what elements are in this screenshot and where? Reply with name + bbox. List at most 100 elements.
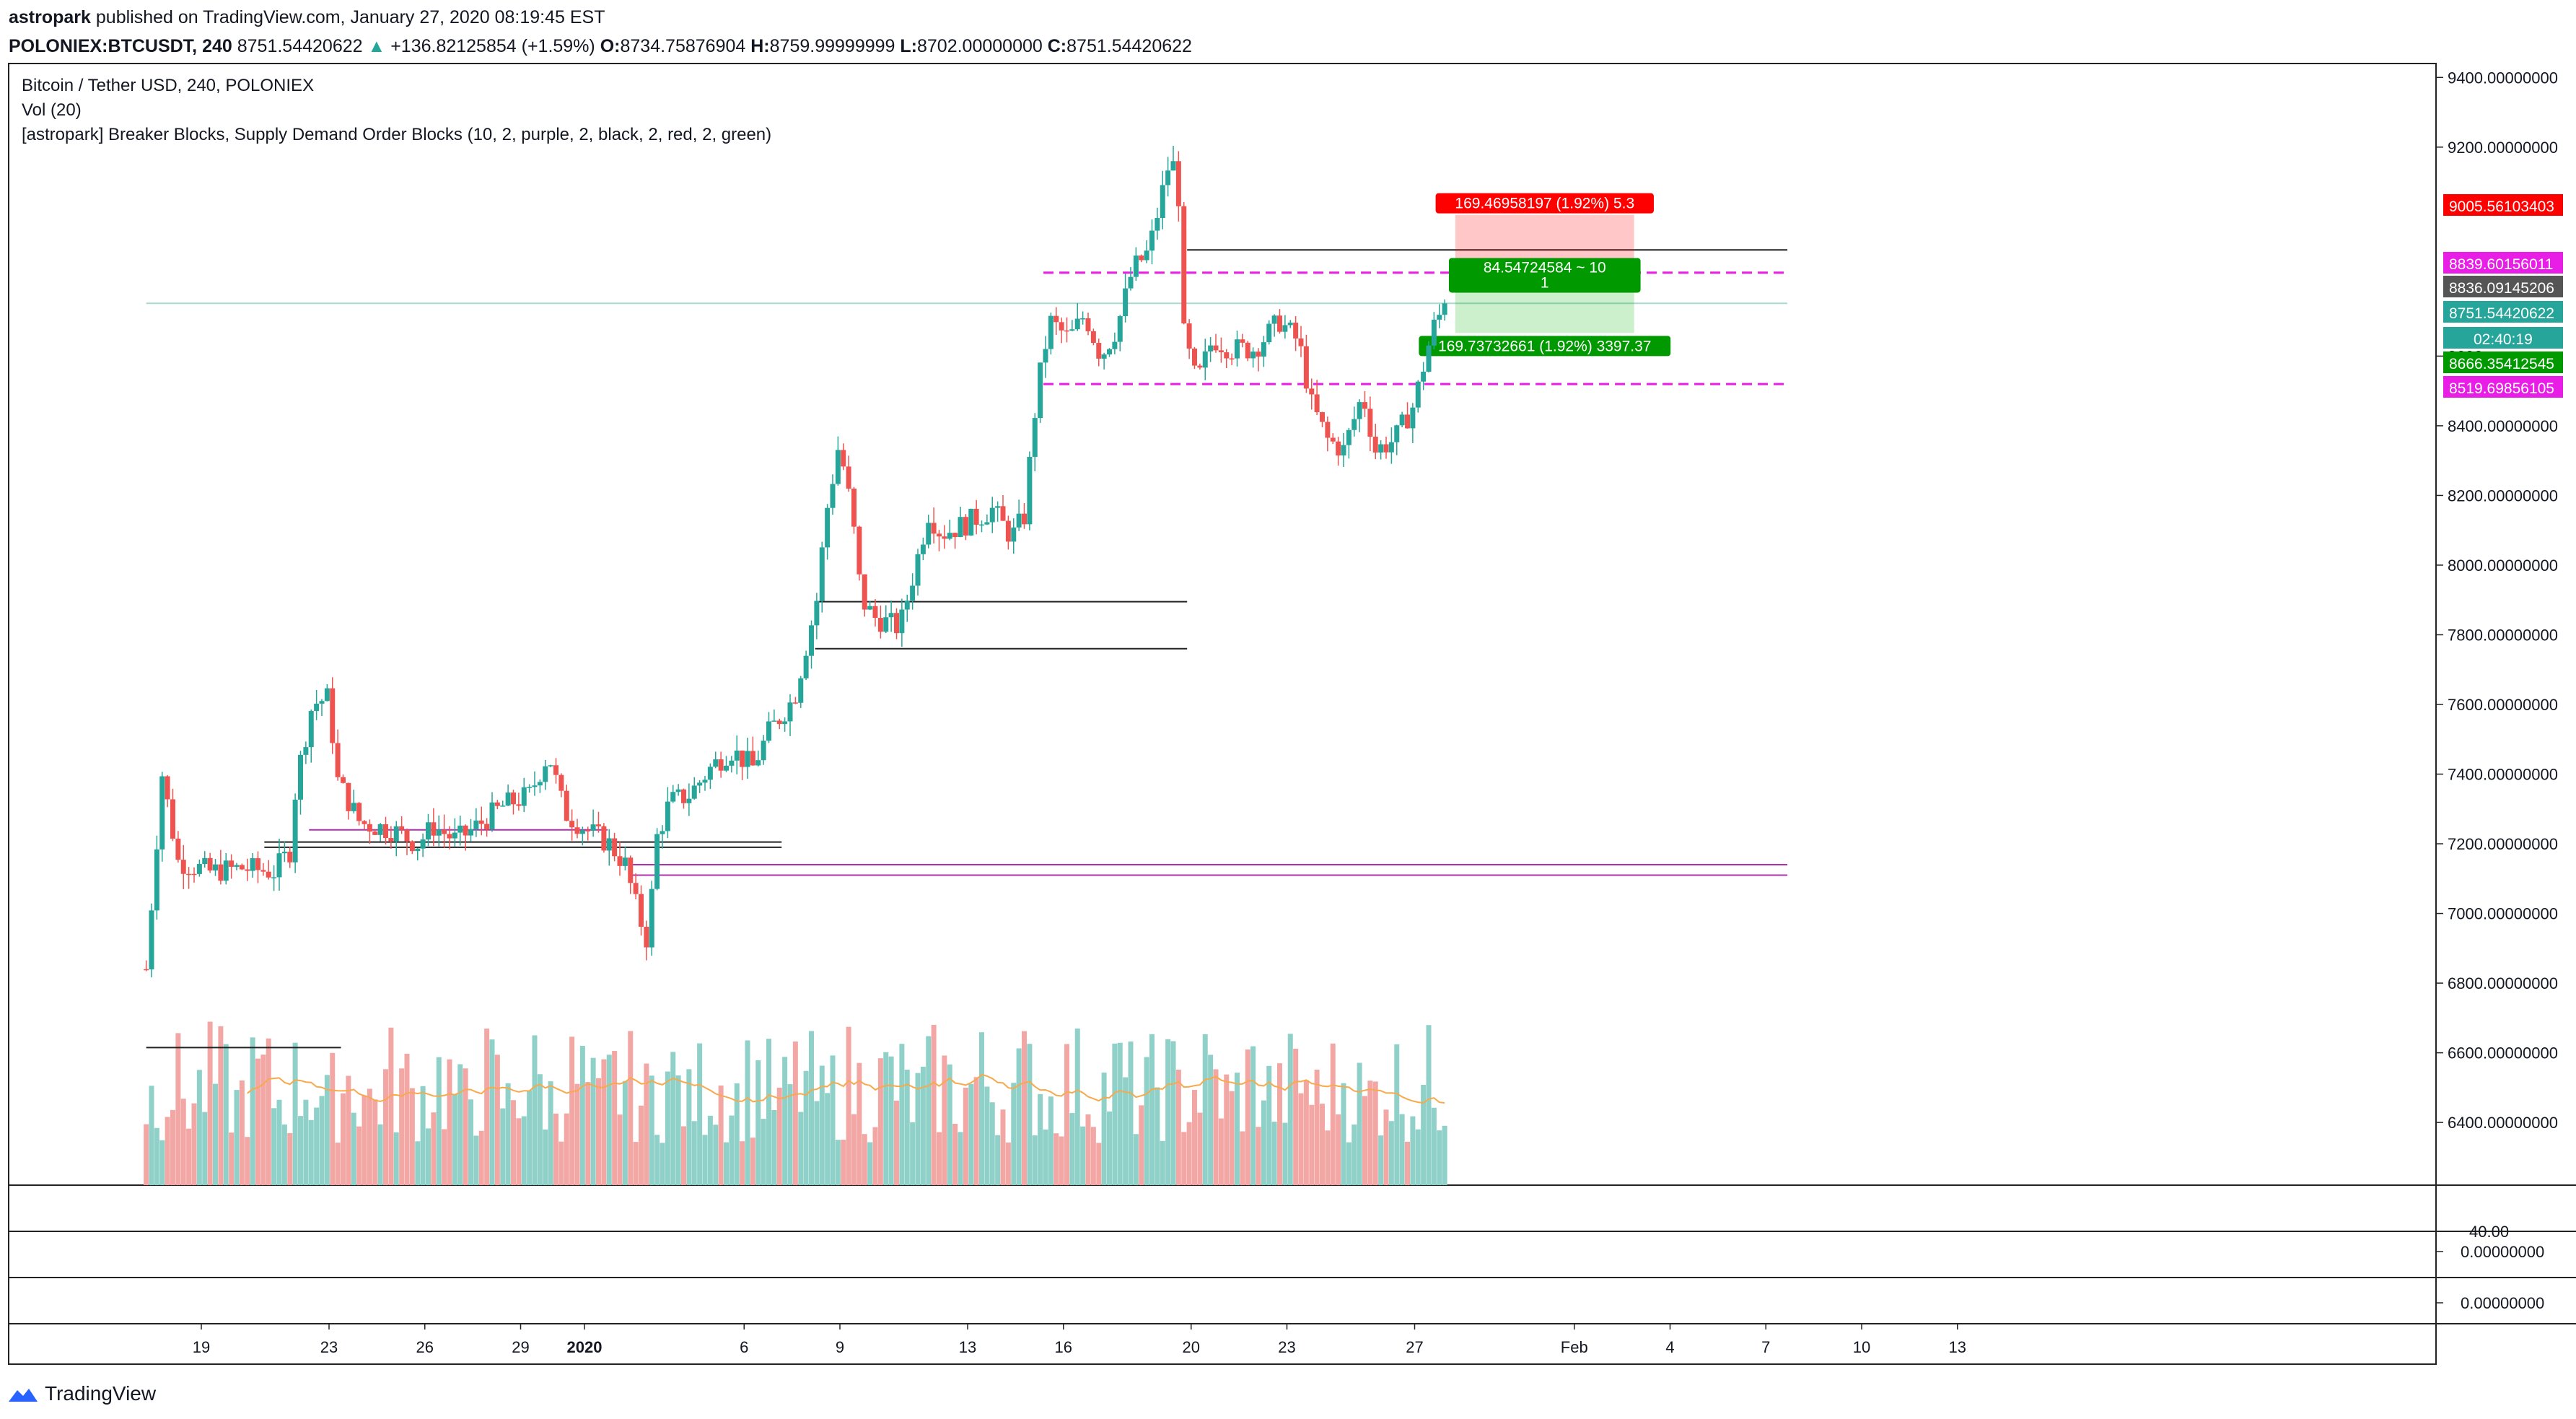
volume-bar	[1202, 1034, 1208, 1185]
x-tick-label: 19	[193, 1338, 210, 1356]
candle-body	[521, 787, 527, 806]
candle-body	[660, 831, 665, 834]
candle-body	[356, 803, 362, 821]
x-tick-label: 2020	[567, 1338, 603, 1356]
volume-bar	[154, 1127, 159, 1185]
candle-body	[1261, 342, 1266, 357]
volume-bar	[1325, 1130, 1331, 1185]
candle-body	[239, 865, 245, 870]
open-label: O:	[600, 36, 621, 56]
volume-bar	[628, 1031, 634, 1185]
chart-header: astropark published on TradingView.com, …	[9, 3, 1192, 61]
volume-bar	[867, 1142, 873, 1185]
price-tag-text: 8839.60156011	[2449, 256, 2553, 273]
candle-body	[1383, 444, 1389, 453]
candle-body	[1048, 315, 1053, 349]
sub-pane-axes: 40.00 0.00000000 0.00000000	[2436, 1223, 2544, 1312]
volume-bar	[463, 1068, 468, 1185]
price-tag-box	[2443, 252, 2563, 274]
volume-bar	[1074, 1029, 1080, 1185]
volume-bar	[1330, 1043, 1336, 1185]
volume-bar	[1229, 1091, 1235, 1185]
candle-body	[675, 789, 681, 793]
candle-body	[819, 547, 825, 601]
tradingview-footer[interactable]: TradingView	[7, 1382, 156, 1405]
volume-bar	[809, 1031, 814, 1185]
volume-bar	[420, 1086, 426, 1185]
author-name[interactable]: astropark	[9, 7, 91, 27]
candle-body	[590, 824, 596, 831]
y-tick-label: 6600.00000000	[2448, 1044, 2558, 1062]
volume-bar	[175, 1033, 181, 1185]
candle-body	[1415, 381, 1421, 408]
candle-body	[937, 533, 942, 537]
position-tool[interactable]: 169.46958197 (1.92%) 5.3 84.54724584 ~ 10…	[1419, 193, 1671, 357]
candle-body	[154, 849, 159, 911]
candle-body	[1314, 394, 1320, 413]
candle-body	[1059, 322, 1064, 331]
y-tick-label: 6800.00000000	[2448, 974, 2558, 992]
volume-bar	[149, 1086, 154, 1185]
volume-bar	[218, 1026, 224, 1185]
candle-body	[1298, 338, 1304, 346]
candle-body	[308, 711, 314, 748]
candle-body	[835, 450, 841, 484]
price-tag-text: 9005.56103403	[2449, 198, 2554, 215]
volume-bar	[250, 1037, 255, 1185]
candle-body	[505, 793, 511, 806]
candle-body	[1085, 318, 1091, 331]
candle-body	[292, 799, 298, 863]
x-tick-label: 29	[512, 1338, 529, 1356]
volume-bar	[1170, 1041, 1176, 1185]
time-axis[interactable]: 19 23 26 29 2020 6 9 13 16 20 23 27 Feb 4 7 10 13	[193, 1324, 1966, 1356]
symbol-label: POLONIEX:BTCUSDT, 240	[9, 36, 232, 56]
candle-body	[995, 506, 1001, 508]
x-tick-label: 9	[836, 1338, 844, 1356]
candle-body	[1421, 371, 1427, 382]
candle-body	[1074, 318, 1080, 330]
target-label-text: 169.73732661 (1.92%) 3397.37	[1438, 338, 1651, 354]
volume-bar	[548, 1081, 553, 1185]
candle-body	[234, 865, 240, 867]
candle-body	[223, 860, 229, 881]
volume-bar	[1112, 1043, 1118, 1185]
candle-body	[915, 554, 921, 586]
candle-body	[213, 864, 218, 871]
volume-bar	[702, 1135, 708, 1185]
candle-body	[1378, 444, 1384, 453]
volume-bar	[298, 1116, 303, 1185]
volume-bar	[1053, 1133, 1059, 1185]
candle-body	[303, 747, 309, 755]
candle-body	[266, 871, 271, 878]
candle-body	[947, 533, 952, 539]
volume-bar	[585, 1082, 591, 1185]
candle-body	[383, 824, 388, 839]
price-axis[interactable]: 9400.000000009200.0000000086008400.00000…	[2436, 69, 2558, 1132]
candle-body	[1064, 330, 1069, 332]
volume-bar	[968, 1083, 974, 1185]
candle-body	[1144, 250, 1149, 261]
candle-body	[1410, 407, 1416, 429]
candle-body	[1367, 409, 1373, 437]
volume-bar	[1011, 1083, 1017, 1185]
candle-body	[1005, 520, 1011, 542]
candle-body	[792, 702, 798, 704]
candle-body	[963, 517, 968, 536]
sub-pane-label: 40.00	[2469, 1223, 2509, 1241]
candle-body	[1330, 437, 1336, 442]
volume-bar	[1175, 1070, 1181, 1185]
candle-body	[1011, 527, 1017, 542]
volume-bar	[478, 1130, 484, 1185]
candle-body	[782, 721, 788, 725]
candle-body	[606, 838, 612, 851]
price-tags: 9005.56103403 8839.60156011 8836.09145206 8…	[2443, 194, 2563, 398]
candle-body	[979, 524, 984, 526]
volume-bar	[1245, 1049, 1250, 1185]
candle-body	[1069, 329, 1075, 331]
volume-moving-average	[247, 1073, 1445, 1104]
volume-bar	[644, 1063, 649, 1185]
candle-body	[1351, 419, 1357, 430]
candle-body	[1250, 352, 1256, 359]
volume-bar	[287, 1132, 293, 1185]
